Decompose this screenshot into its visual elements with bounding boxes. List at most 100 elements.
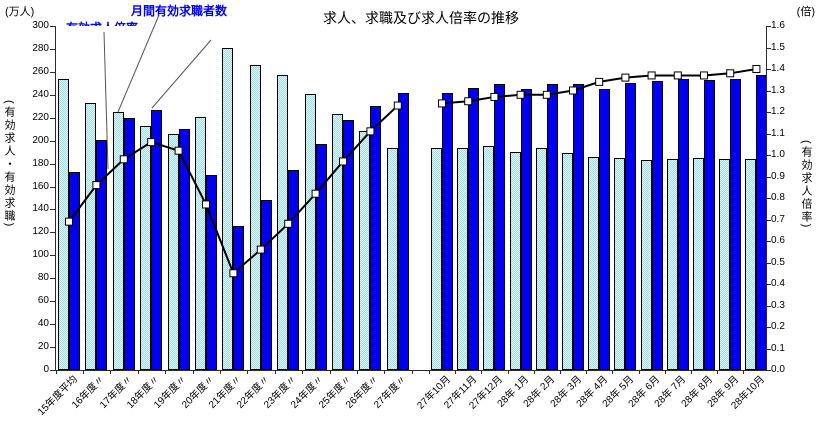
right-axis-tick [766,112,771,113]
right-axis-tick-label: 1.0 [771,149,785,160]
bar-openings [599,89,611,370]
x-axis-tick [612,370,614,374]
bar-seekers [666,159,678,370]
bar-openings [288,170,300,370]
bar-seekers [719,159,731,370]
x-axis-tick [664,370,666,374]
right-axis-tick-label: 0.4 [771,278,785,289]
bar-seekers [85,102,97,370]
bar-openings [442,92,453,370]
bar-seekers [140,125,152,370]
left-axis-tick [50,26,55,27]
x-axis-tick [165,370,167,374]
right-axis-tick-label: 0.5 [771,256,785,268]
bar-openings [651,81,663,370]
bar-openings [494,84,506,370]
bar-seekers [249,64,261,370]
right-axis-tick-label: 0.8 [771,192,785,203]
bar-seekers [195,116,206,370]
right-axis-title: (有効求人倍率) [800,140,812,230]
left-axis-tick-label: 160 [32,180,49,192]
right-axis-tick [766,241,771,242]
bar-openings [151,109,163,370]
x-axis-tick [411,370,413,374]
left-axis-tick [50,255,55,257]
x-axis-tick [384,370,386,374]
left-axis-tick-label: 240 [32,88,49,100]
bar-openings [756,75,766,370]
bar-seekers [359,131,371,370]
right-axis-tick [766,26,771,27]
left-axis-tick-label: 220 [32,111,49,123]
x-axis-tick [137,370,139,374]
bar-openings [704,79,715,370]
bar-openings [123,117,135,370]
bar-openings [468,87,480,370]
bar-seekers [277,75,289,370]
bar-seekers [483,146,495,370]
bar-seekers [745,159,757,370]
bar-seekers [431,147,442,370]
x-axis-tick [82,370,84,374]
bar-openings [625,83,637,370]
right-axis-tick-label: 1.6 [771,20,785,31]
right-axis-unit-label: (倍) [796,6,815,18]
x-axis-tick [481,370,483,374]
bar-seekers [535,147,547,370]
bar-openings [573,84,584,370]
left-axis-title: (有効求人・有効求職) [3,100,15,229]
right-axis-tick-label: 1.5 [771,41,785,53]
left-axis-tick [50,140,55,142]
right-axis-tick [766,155,771,156]
x-axis-tick [717,370,719,374]
x-axis-tick [329,370,331,374]
x-axis-tick [455,370,457,374]
left-axis-tick [50,324,55,326]
left-axis-tick-label: 80 [37,272,49,284]
right-axis-tick-label: 0.1 [771,342,785,354]
right-axis-tick [766,133,771,135]
left-axis-tick-label: 260 [32,65,49,77]
x-axis-tick [110,370,112,374]
left-axis-unit-label: (万人) [5,6,35,18]
left-axis-tick-label: 300 [32,20,49,31]
left-axis-tick [50,71,55,73]
left-axis-tick-label: 180 [32,157,49,169]
left-axis-tick [50,186,55,188]
left-axis-tick [50,117,55,119]
left-axis-tick-label: 40 [37,318,49,330]
right-axis-tick [766,90,771,92]
bar-seekers [614,157,626,370]
right-axis-tick [766,305,771,307]
left-axis-tick [50,370,55,371]
left-axis-tick-label: 20 [37,341,49,353]
x-axis-tick [638,370,640,374]
x-axis-tick [559,370,561,374]
bar-seekers [693,157,704,370]
bar-seekers [222,47,234,370]
right-axis-tick-label: 0.2 [771,321,785,332]
bar-openings [96,139,108,370]
left-axis-tick [50,48,55,50]
chart-title: 求人、求職及び求人倍率の推移 [323,10,519,26]
right-axis-tick-label: 1.2 [771,106,785,117]
right-axis-tick-label: 0.9 [771,170,785,182]
bar-openings [520,89,532,370]
bar-openings [233,225,245,370]
left-axis-tick [50,209,55,211]
left-axis-tick [50,232,55,234]
left-axis-tick [50,163,55,165]
bar-openings [397,92,409,370]
left-axis-tick-label: 0 [43,364,49,375]
right-axis-tick-label: 1.1 [771,127,785,139]
bar-seekers [386,147,398,370]
bar-seekers [167,133,179,370]
right-axis-tick-label: 0.3 [771,299,785,311]
bar-openings [69,171,80,370]
right-axis-tick [766,327,771,328]
left-axis-tick-label: 280 [32,42,49,54]
bar-seekers [588,156,600,370]
left-axis-tick-label: 100 [32,249,49,261]
left-axis-tick [50,301,55,303]
